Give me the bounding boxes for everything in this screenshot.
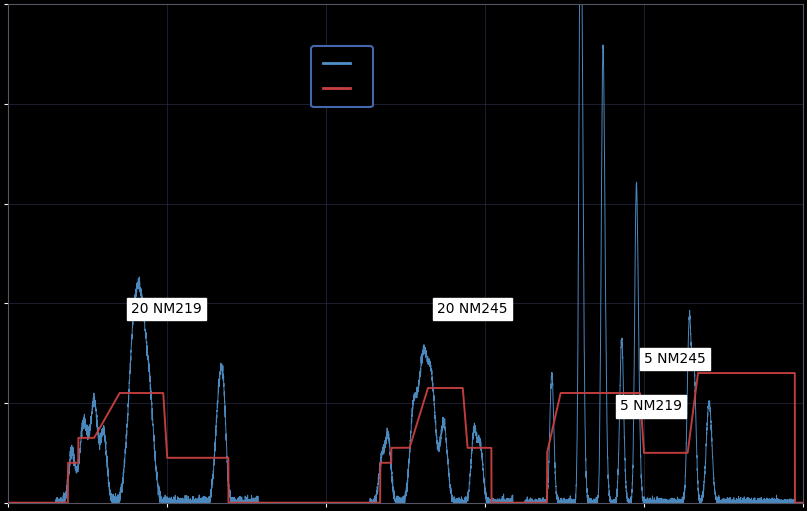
Text: 20 NM219: 20 NM219 — [132, 302, 203, 316]
Text: 5 NM245: 5 NM245 — [644, 352, 705, 366]
Legend: , : , — [312, 46, 373, 107]
Text: 20 NM245: 20 NM245 — [437, 302, 508, 316]
Text: 5 NM219: 5 NM219 — [620, 400, 682, 413]
